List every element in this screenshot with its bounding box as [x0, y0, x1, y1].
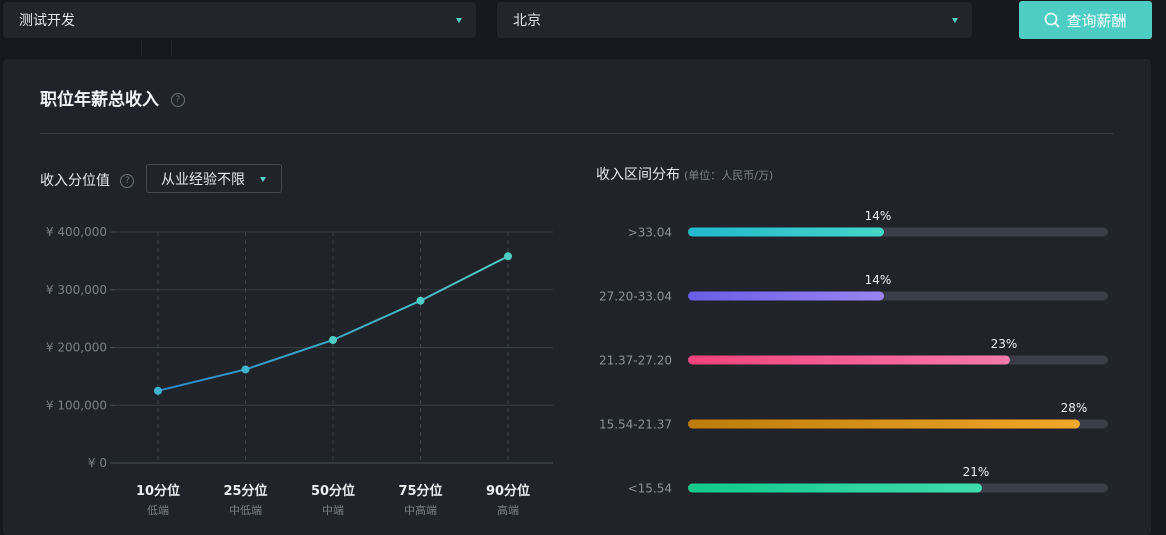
bar — [688, 355, 1010, 365]
x-tick-sublabel: 高端 — [497, 503, 519, 517]
card-title-text: 职位年薪总收入 — [40, 90, 159, 110]
percentile-label-text: 收入分位值 — [40, 173, 110, 189]
income-distribution-chart: >33.04 14% 27.20-33.04 14% 21.37-27.20 23% 15.… — [599, 209, 1108, 496]
x-tick-label: 10分位 — [136, 483, 180, 499]
x-tick-sublabel: 低端 — [147, 504, 169, 517]
y-tick-label: ¥ 200,000 — [46, 341, 107, 355]
data-point — [329, 335, 337, 344]
bar — [688, 291, 884, 301]
divider — [141, 40, 142, 56]
chevron-down-icon — [952, 18, 958, 23]
experience-select-value: 从业经验不限 — [161, 171, 245, 188]
city-select[interactable]: 北京 — [497, 2, 972, 38]
bar-value-label: 21% — [963, 465, 990, 479]
query-button-label: 查询薪酬 — [1066, 11, 1127, 30]
bar — [688, 419, 1080, 429]
data-point — [241, 365, 250, 374]
x-tick-label: 90分位 — [486, 483, 530, 499]
bar-category-label: 21.37-27.20 — [599, 354, 672, 368]
bar-category-label: 27.20-33.04 — [599, 290, 672, 304]
data-point — [416, 296, 425, 305]
bar-value-label: 14% — [865, 209, 892, 223]
percentile-label: 收入分位值 ? — [40, 170, 135, 190]
bar — [688, 483, 982, 493]
x-tick-label: 25分位 — [223, 483, 267, 499]
job-select[interactable]: 测试开发 — [3, 2, 476, 38]
job-select-value: 测试开发 — [19, 13, 75, 29]
y-tick-label: ¥ 0 — [88, 456, 107, 470]
experience-select[interactable]: 从业经验不限 — [146, 164, 282, 193]
distribution-label: 收入区间分布 (单位：人民币/万) — [596, 164, 773, 184]
chevron-down-icon — [456, 18, 462, 23]
distribution-label-text: 收入区间分布 — [596, 167, 680, 183]
bar-category-label: 15.54-21.37 — [599, 418, 672, 432]
data-point — [154, 386, 162, 395]
distribution-unit: (单位：人民币/万) — [684, 169, 774, 182]
top-filter-bar: 测试开发 北京 查询薪酬 — [0, 0, 1166, 56]
x-tick-sublabel: 中高端 — [404, 503, 437, 517]
x-tick-sublabel: 中端 — [322, 504, 344, 517]
data-point — [504, 252, 512, 261]
help-icon[interactable]: ? — [120, 174, 135, 188]
bar-value-label: 14% — [865, 273, 892, 287]
divider — [171, 40, 172, 56]
title-divider — [40, 133, 1113, 134]
search-icon — [1045, 12, 1060, 28]
query-salary-button[interactable]: 查询薪酬 — [1019, 1, 1152, 39]
y-tick-label: ¥ 100,000 — [46, 398, 107, 412]
chevron-down-icon — [260, 177, 266, 182]
x-tick-sublabel: 中低端 — [229, 504, 262, 517]
y-tick-label: ¥ 300,000 — [46, 283, 107, 297]
y-tick-label: ¥ 400,000 — [46, 225, 107, 239]
bar — [688, 227, 884, 237]
bar-value-label: 28% — [1061, 401, 1088, 415]
bar-category-label: <15.54 — [628, 482, 672, 496]
help-icon[interactable]: ? — [170, 93, 185, 107]
card-title: 职位年薪总收入 ? — [40, 85, 185, 110]
x-tick-label: 75分位 — [398, 483, 442, 499]
city-select-value: 北京 — [513, 13, 541, 29]
x-tick-label: 50分位 — [311, 483, 355, 499]
bar-category-label: >33.04 — [628, 226, 672, 240]
percentile-line-chart: ¥ 0 ¥ 100,000 ¥ 200,000 ¥ 300,000 ¥ 400,000 1… — [46, 225, 553, 517]
bar-value-label: 23% — [991, 337, 1018, 351]
